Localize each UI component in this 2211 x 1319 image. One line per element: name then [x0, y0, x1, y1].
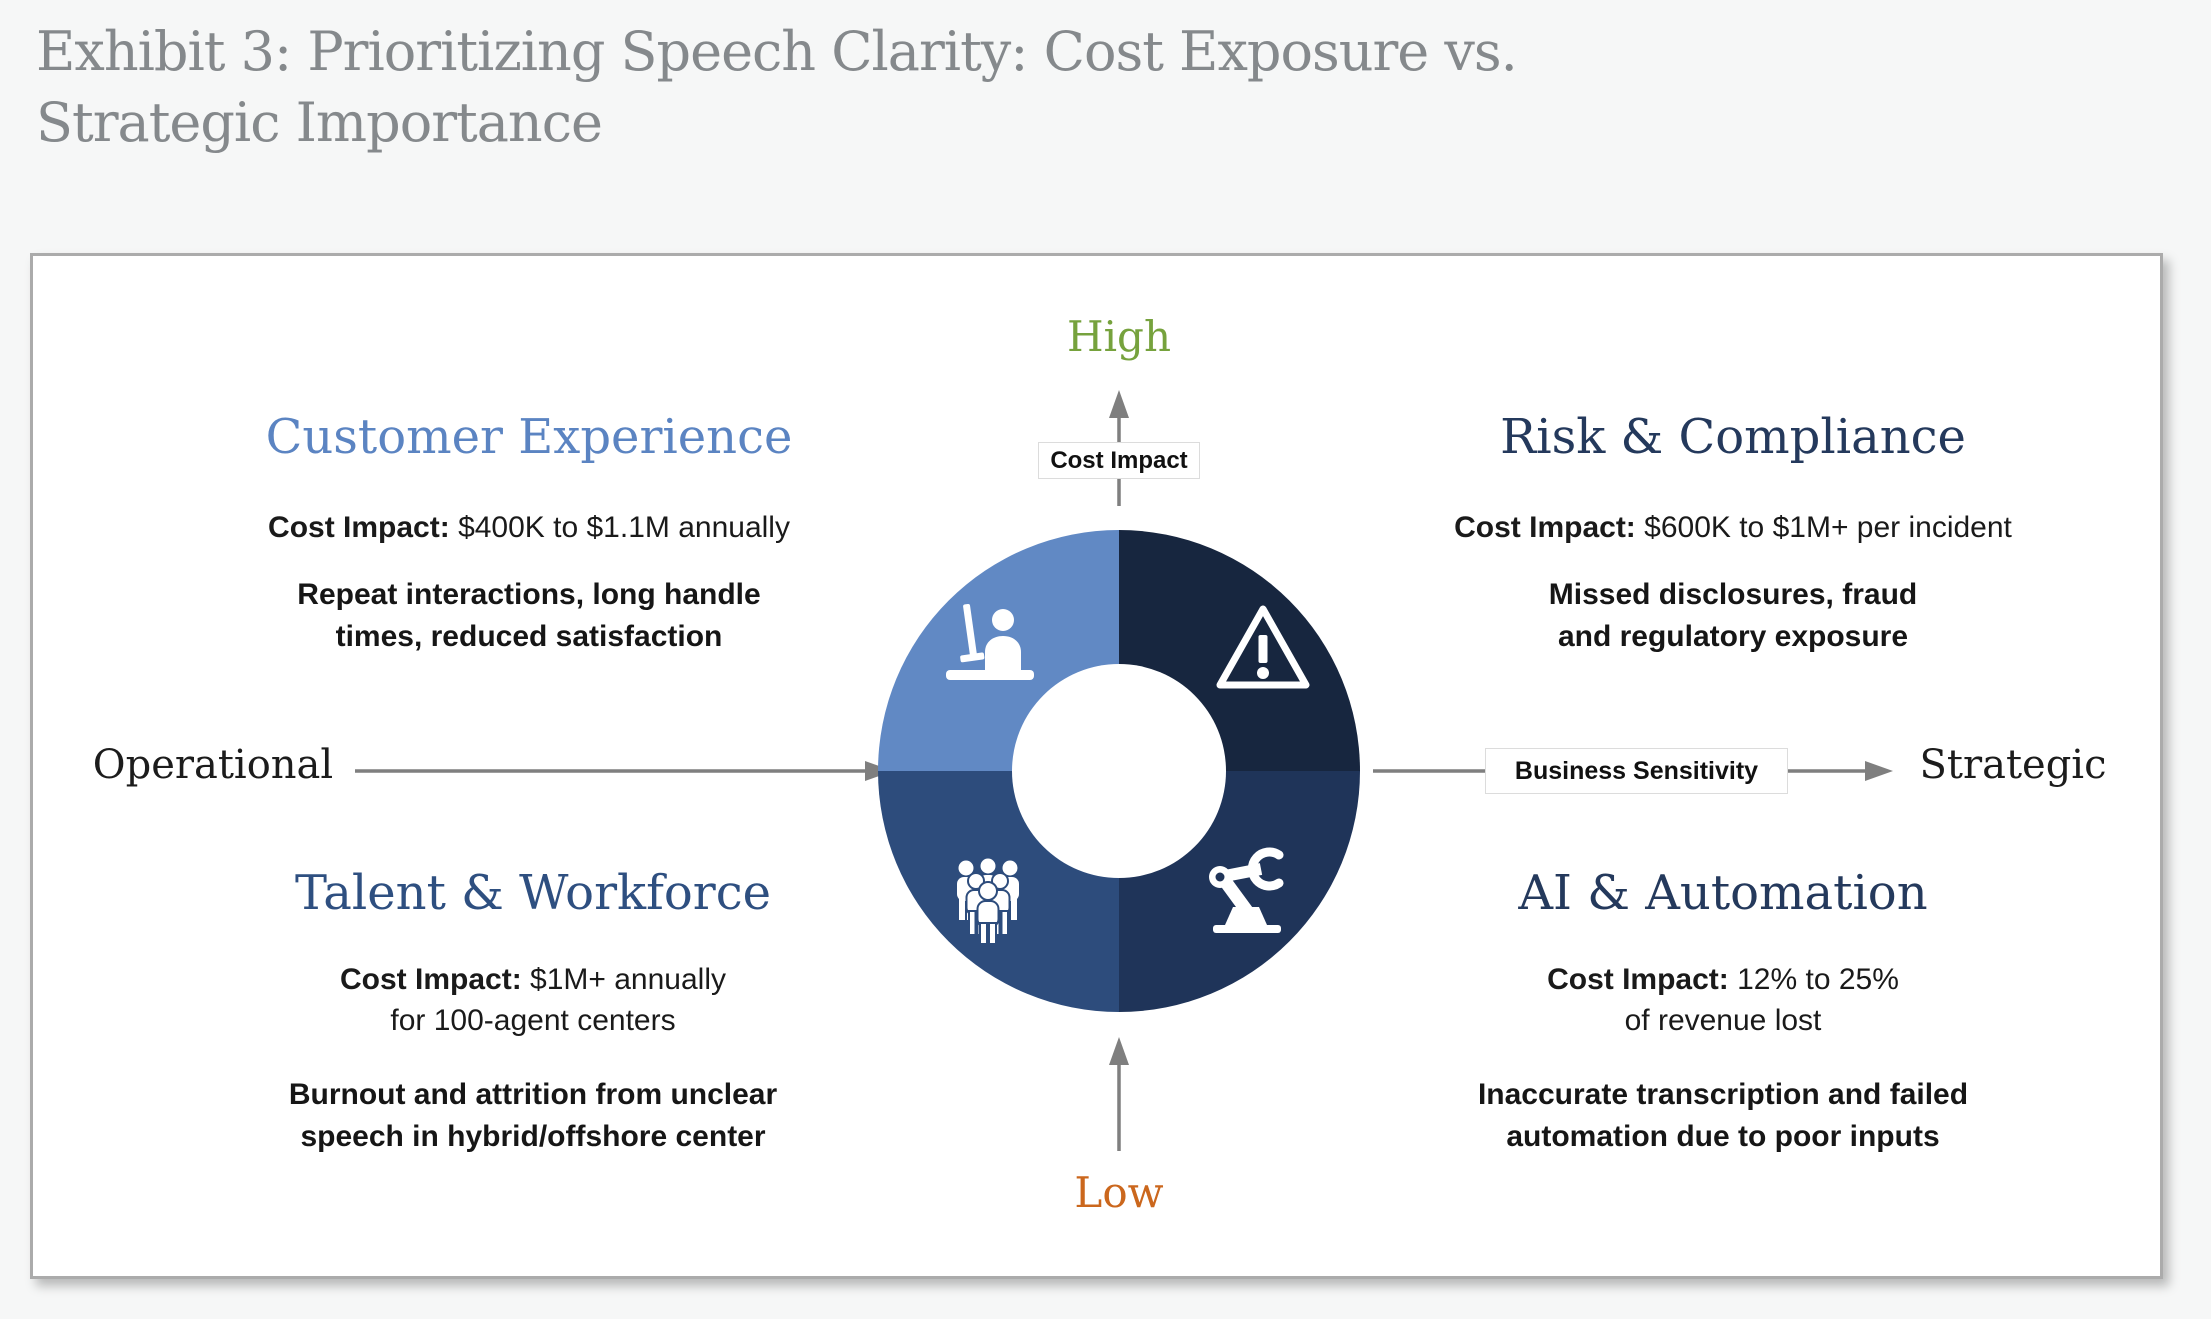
quadrant-title-ai-automation: AI & Automation: [1518, 865, 1928, 921]
quadrant-cost-risk-compliance: Cost Impact: $600K to $1M+ per incident: [1357, 508, 2109, 549]
quadrant-description-risk-compliance: Missed disclosures, fraud and regulatory …: [1357, 574, 2109, 658]
cost-impact-label: Cost Impact:: [1547, 963, 1729, 996]
quadrant-description-ai-automation: Inaccurate transcription and failed autom…: [1347, 1074, 2099, 1158]
quadrant-title-customer-experience: Customer Experience: [265, 409, 793, 465]
up-arrow-icon: [1109, 1037, 1129, 1151]
warning-triangle-icon: [1216, 605, 1310, 689]
quadrant-description-talent-workforce: Burnout and attrition from unclear speech…: [157, 1074, 909, 1158]
cost-impact-label: Cost Impact:: [1454, 511, 1636, 544]
cost-impact-value-line2: of revenue lost: [1624, 1003, 1822, 1037]
quadrant-description-customer-experience: Repeat interactions, long handle times, r…: [153, 574, 905, 658]
description-line: Inaccurate transcription and failed: [1477, 1078, 1969, 1111]
cost-impact-value-line2: for 100-agent centers: [390, 1003, 676, 1037]
business-sensitivity-axis-box: Business Sensitivity: [1485, 748, 1788, 794]
quadrant-cost-talent-workforce: Cost Impact: $1M+ annually for 100-agent …: [157, 960, 909, 1042]
description-line: times, reduced satisfaction: [335, 620, 723, 653]
axis-low-label: Low: [1074, 1168, 1164, 1217]
robot-arm-icon: [1209, 847, 1284, 933]
diagram-panel: High Cost Impact Low Operational Busines…: [30, 253, 2163, 1279]
cost-impact-axis-label: Cost Impact: [1050, 447, 1188, 474]
description-line: Burnout and attrition from unclear: [288, 1078, 778, 1111]
cost-impact-axis-box: Cost Impact: [1038, 442, 1200, 479]
description-line: speech in hybrid/offshore center: [300, 1120, 766, 1153]
people-group-icon: [957, 858, 1019, 944]
quadrant-donut-chart: [878, 530, 1360, 1012]
right-arrow-icon: [355, 761, 893, 781]
donut-center-hole: [1012, 664, 1226, 878]
axis-strategic-label: Strategic: [1919, 742, 2107, 788]
quadrant-cost-customer-experience: Cost Impact: $400K to $1.1M annually: [153, 508, 905, 549]
description-line: Repeat interactions, long handle: [297, 578, 761, 611]
agent-at-desk-icon: [946, 603, 1034, 680]
business-sensitivity-axis-label: Business Sensitivity: [1514, 757, 1759, 785]
axis-operational-label: Operational: [92, 742, 334, 788]
quadrant-title-risk-compliance: Risk & Compliance: [1500, 409, 1966, 465]
cost-impact-value: $400K to $1.1M annually: [458, 511, 790, 544]
cost-impact-label: Cost Impact:: [340, 963, 522, 996]
description-line: Missed disclosures, fraud: [1548, 578, 1918, 611]
quadrant-cost-ai-automation: Cost Impact: 12% to 25% of revenue lost: [1347, 960, 2099, 1042]
exhibit-title-line1: Exhibit 3: Prioritizing Speech Clarity: …: [36, 20, 1518, 83]
description-line: and regulatory exposure: [1557, 620, 1909, 653]
axis-high-label: High: [1067, 312, 1171, 361]
description-line: automation due to poor inputs: [1506, 1120, 1940, 1153]
cost-impact-label: Cost Impact:: [268, 511, 450, 544]
exhibit-title-line2: Strategic Importance: [36, 91, 603, 155]
cost-impact-value: $600K to $1M+ per incident: [1644, 511, 2012, 544]
cost-impact-value: $1M+ annually: [530, 963, 726, 996]
exhibit-title: Exhibit 3: Prioritizing Speech Clarity: …: [36, 16, 1518, 159]
cost-impact-value: 12% to 25%: [1737, 963, 1899, 996]
quadrant-title-talent-workforce: Talent & Workforce: [294, 865, 771, 921]
